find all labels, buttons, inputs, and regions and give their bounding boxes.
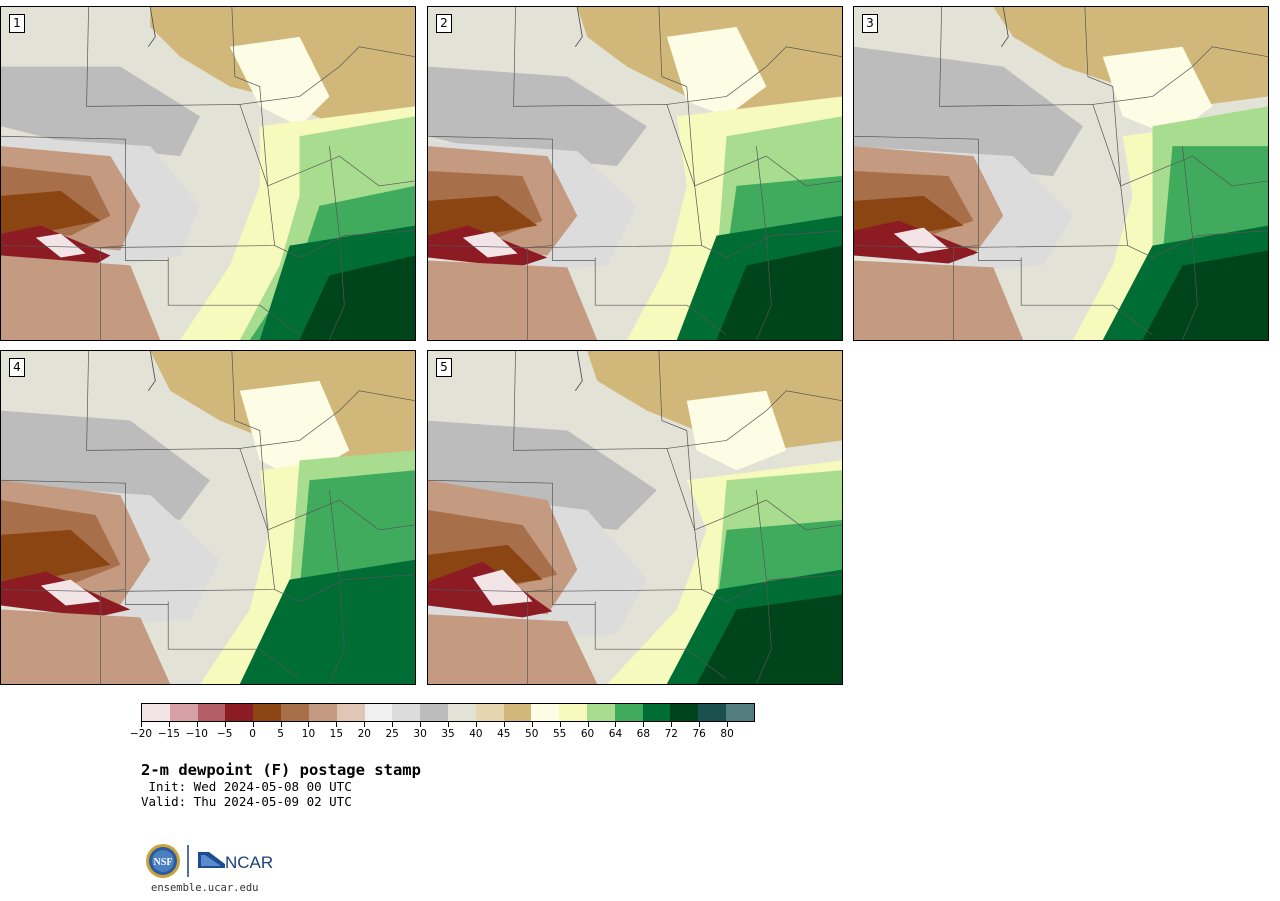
colorbar-segment [587, 704, 615, 721]
member-panel-1: 1 [0, 6, 416, 341]
member-label-4: 4 [9, 358, 25, 377]
colorbar-tick [196, 722, 198, 727]
colorbar-tick [587, 722, 589, 727]
ncar-logo-icon: NCAR [198, 852, 273, 872]
colorbar-tick-label: 64 [608, 728, 623, 740]
colorbar-tick [252, 722, 254, 727]
colorbar-ticks: −20 −15 −10 −5 0 5 10 15 20 25 30 35 40 45 50 55 60 64 68 7… [130, 722, 755, 742]
member-panel-4: 4 [0, 350, 416, 685]
colorbar-tick [727, 722, 729, 727]
colorbar-segment [225, 704, 254, 721]
colorbar-tick-label: 60 [580, 728, 595, 740]
colorbar-tick [364, 722, 366, 727]
colorbar-tick-label: 35 [441, 728, 455, 740]
colorbar-segment [308, 704, 337, 721]
colorbar-tick-label: −5 [216, 728, 233, 740]
colorbar-tick-label: 40 [469, 728, 483, 740]
colorbar-tick [643, 722, 645, 727]
colorbar-segment [475, 704, 504, 721]
colorbar-tick-label: 80 [720, 728, 734, 740]
colorbar-tick [336, 722, 338, 727]
colorbar-segment [142, 704, 170, 721]
colorbar-tick-label: 0 [249, 728, 256, 740]
member-panel-2: 2 [427, 6, 843, 341]
colorbar-tick-label: −10 [185, 728, 208, 740]
colorbar-segment [364, 704, 393, 721]
colorbar-tick-label: 55 [552, 728, 567, 740]
colorbar-segment [281, 704, 309, 721]
colorbar-segment [559, 704, 587, 721]
dewpoint-map-1 [1, 7, 415, 340]
colorbar-tick [420, 722, 422, 727]
colorbar-tick-label: 30 [413, 728, 427, 740]
website-link[interactable]: ensemble.ucar.edu [151, 882, 259, 894]
colorbar-tick [615, 722, 617, 727]
member-label-1: 1 [9, 14, 25, 33]
colorbar-segment [670, 704, 699, 721]
dewpoint-map-2 [428, 7, 842, 340]
colorbar-segment [392, 704, 421, 721]
colorbar-tick-label: 5 [277, 728, 284, 740]
colorbar-tick [475, 722, 477, 727]
colorbar-segment [420, 704, 448, 721]
colorbar-tick [308, 722, 310, 727]
nsf-logo-text: NSF [154, 857, 173, 868]
dewpoint-map-3 [854, 7, 1268, 340]
colorbar-tick [671, 722, 673, 727]
colorbar-tick [503, 722, 505, 727]
colorbar-tick-label: 20 [357, 728, 371, 740]
colorbar-tick-label: 68 [636, 728, 651, 740]
member-label-5: 5 [436, 358, 452, 377]
member-panel-3: 3 [853, 6, 1269, 341]
colorbar-segment [253, 704, 282, 721]
colorbar-segment [503, 704, 532, 721]
colorbar-tick-label: 45 [497, 728, 511, 740]
member-label-2: 2 [436, 14, 452, 33]
colorbar-tick-label: 25 [385, 728, 399, 740]
colorbar-tick [224, 722, 226, 727]
colorbar-segment [197, 704, 226, 721]
colorbar-tick-label: 76 [692, 728, 706, 740]
ncar-logo-text: NCAR [225, 853, 273, 872]
colorbar-tick [392, 722, 394, 727]
colorbar-tick [531, 722, 533, 727]
colorbar-tick [280, 722, 282, 727]
valid-time: Valid: Thu 2024-05-09 02 UTC [141, 794, 352, 809]
colorbar-segment [531, 704, 560, 721]
colorbar-segment [698, 704, 727, 721]
colorbar-tick [559, 722, 561, 727]
colorbar-tick-label: −15 [157, 728, 180, 740]
dewpoint-map-4 [1, 351, 415, 684]
nsf-logo-icon: NSF [146, 844, 180, 878]
nsf-ncar-logo: NSF NCAR [143, 842, 273, 880]
colorbar-tick-label: 10 [301, 728, 316, 740]
member-panel-5: 5 [427, 350, 843, 685]
colorbar-tick-label: 50 [525, 728, 539, 740]
colorbar-tick [448, 722, 449, 727]
init-time: Init: Wed 2024-05-08 00 UTC [141, 779, 352, 794]
colorbar-segment [642, 704, 671, 721]
colorbar-segment [447, 704, 476, 721]
colorbar-segment [336, 704, 365, 721]
colorbar-tick [699, 722, 701, 727]
colorbar-tick-label: 72 [664, 728, 678, 740]
dewpoint-map-5 [428, 351, 842, 684]
colorbar-segment [726, 704, 754, 721]
colorbar-tick [168, 722, 170, 727]
colorbar-segment [614, 704, 643, 721]
colorbar-tick-label: 15 [329, 728, 344, 740]
colorbar-tick-label: −20 [129, 728, 153, 740]
colorbar-segment [169, 704, 198, 721]
product-title: 2-m dewpoint (F) postage stamp [141, 761, 421, 779]
colorbar-tick [141, 722, 142, 727]
dewpoint-colorbar [141, 703, 755, 722]
member-label-3: 3 [862, 14, 878, 33]
